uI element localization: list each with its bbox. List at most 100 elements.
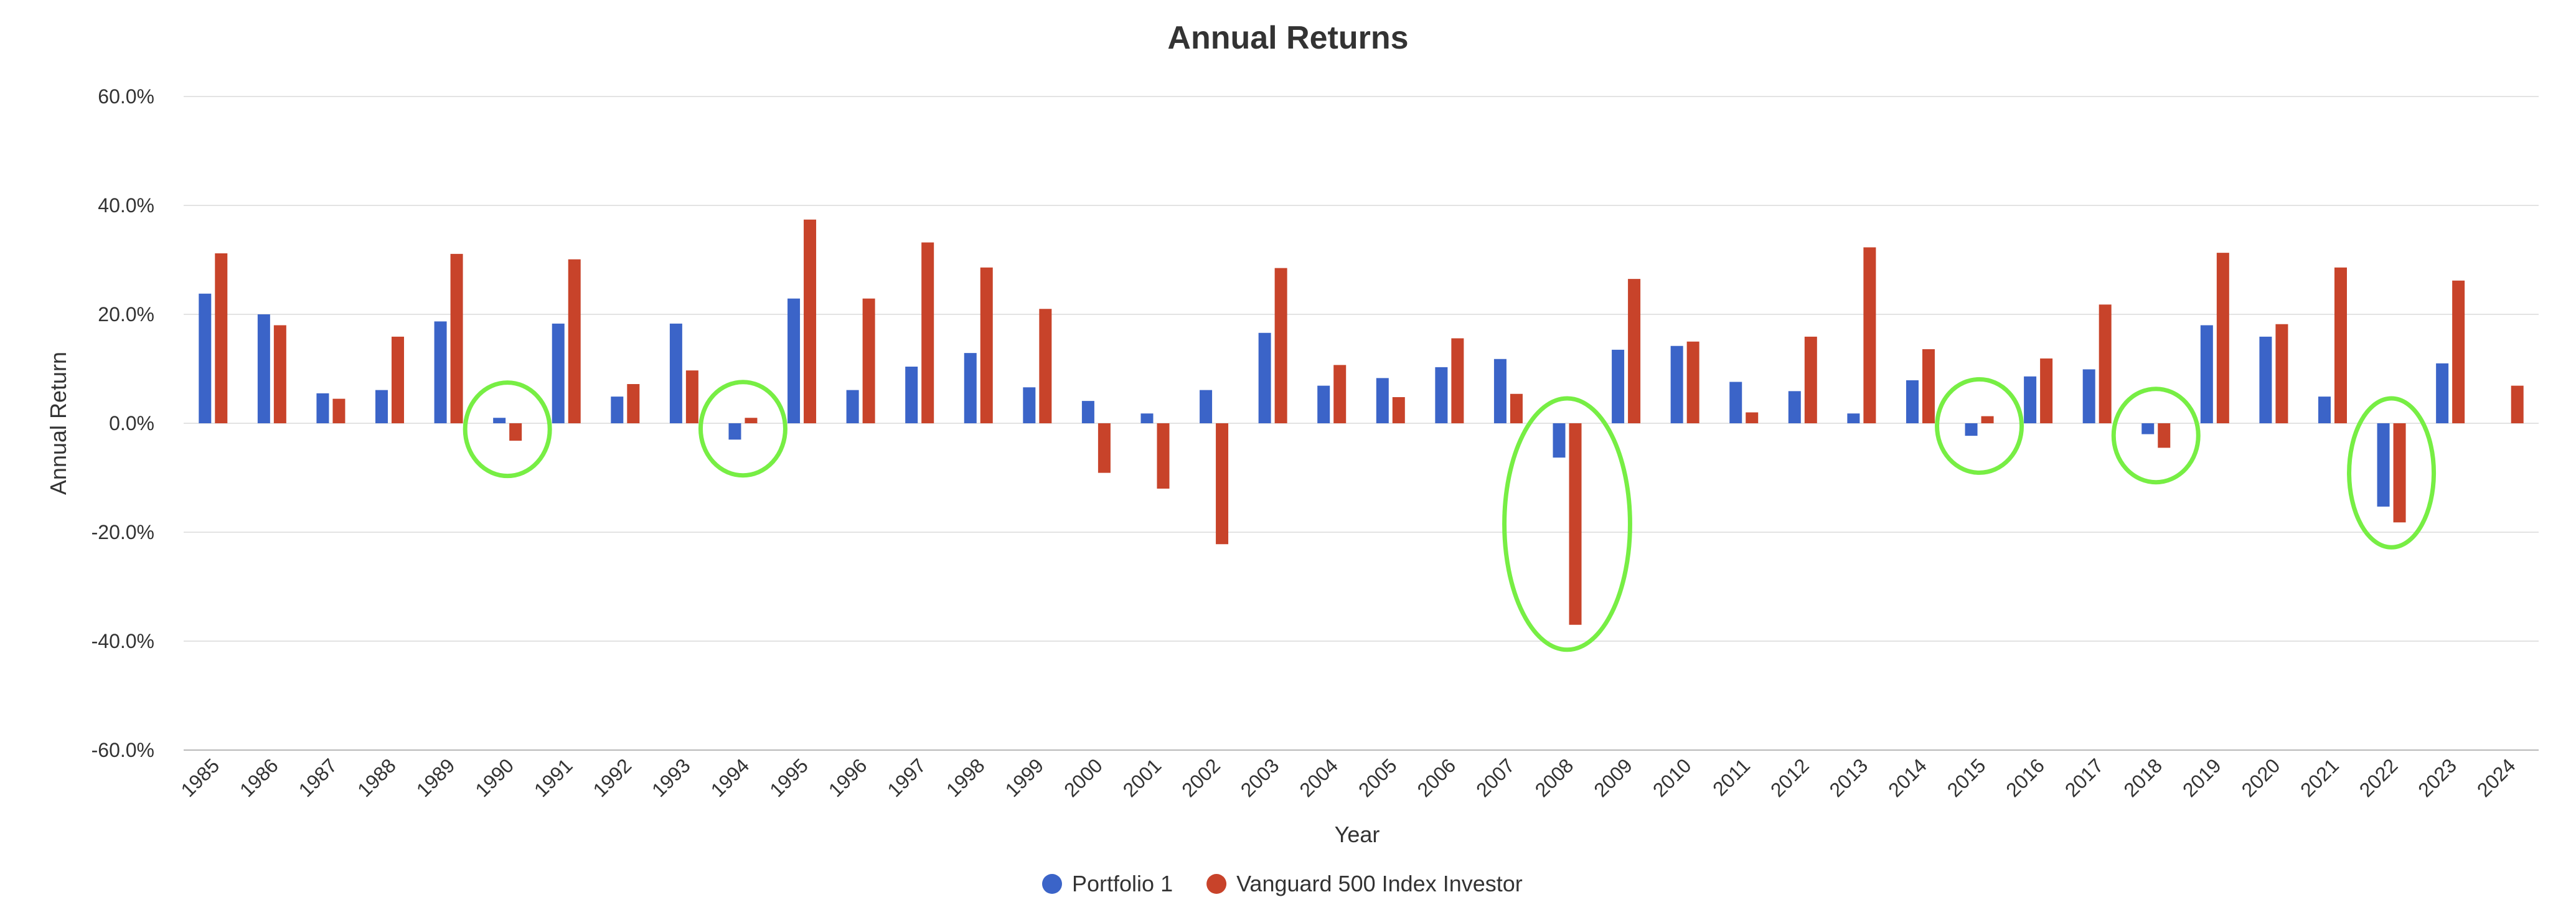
bar-portfolio-1-2006 — [1435, 367, 1448, 423]
x-tick-label: 2006 — [1413, 754, 1460, 801]
x-tick-label: 2004 — [1295, 754, 1342, 801]
bar-vanguard-500-2013 — [1863, 247, 1876, 423]
x-tick-label: 2017 — [2061, 754, 2108, 801]
bar-portfolio-1-1985 — [199, 293, 212, 423]
bar-vanguard-500-1993 — [685, 370, 698, 423]
x-tick-label: 1994 — [707, 754, 754, 801]
bar-portfolio-1-1989 — [434, 321, 447, 423]
bar-vanguard-500-2015 — [1981, 416, 1994, 423]
bar-vanguard-500-2004 — [1333, 365, 1347, 423]
x-tick-label: 1985 — [176, 754, 223, 801]
legend-marker-0 — [1042, 874, 1062, 894]
bar-portfolio-1-2005 — [1376, 378, 1389, 423]
x-tick-label: 1989 — [412, 754, 459, 801]
x-tick-label: 1998 — [942, 754, 989, 801]
x-tick-label: 2011 — [1708, 754, 1754, 800]
bar-vanguard-500-2016 — [2040, 358, 2053, 423]
x-tick-label: 1999 — [1000, 754, 1048, 801]
bar-vanguard-500-2010 — [1686, 341, 1699, 423]
bar-vanguard-500-1988 — [392, 336, 405, 423]
bar-vanguard-500-2011 — [1746, 412, 1759, 423]
x-tick-label: 1988 — [353, 754, 400, 801]
x-tick-label: 2023 — [2414, 754, 2461, 801]
x-tick-label: 2014 — [1884, 754, 1931, 801]
x-tick-label: 2001 — [1119, 754, 1166, 801]
bar-portfolio-1-2022 — [2377, 423, 2390, 507]
bar-vanguard-500-1996 — [862, 298, 875, 423]
chart-title: Annual Returns — [1167, 20, 1408, 56]
bar-portfolio-1-1986 — [257, 314, 270, 423]
bar-vanguard-500-2020 — [2275, 324, 2288, 423]
bar-portfolio-1-2009 — [1612, 349, 1625, 423]
bar-portfolio-1-1997 — [905, 367, 918, 423]
bar-vanguard-500-2019 — [2216, 253, 2229, 423]
y-tick-label: -40.0% — [92, 630, 154, 652]
bar-vanguard-500-1995 — [804, 219, 817, 423]
x-tick-label: 2024 — [2473, 754, 2520, 801]
x-tick-label: 1986 — [235, 754, 283, 801]
x-tick-label: 1995 — [765, 754, 812, 801]
bar-portfolio-1-1996 — [846, 390, 859, 423]
bar-portfolio-1-1987 — [316, 393, 329, 423]
bar-portfolio-1-2020 — [2259, 336, 2272, 423]
bar-portfolio-1-2007 — [1493, 359, 1507, 423]
x-tick-label: 2002 — [1177, 754, 1225, 801]
legend-label-0: Portfolio 1 — [1072, 871, 1173, 896]
bar-vanguard-500-1990 — [509, 423, 522, 441]
gridlines — [184, 96, 2539, 751]
bar-portfolio-1-2018 — [2141, 423, 2155, 434]
x-tick-label: 2008 — [1531, 754, 1578, 801]
bar-portfolio-1-2011 — [1729, 382, 1742, 423]
highlight-circle-1990 — [463, 380, 552, 479]
legend: Portfolio 1 Vanguard 500 Index Investor — [1042, 871, 1523, 896]
x-axis-title: Year — [1335, 822, 1380, 847]
highlight-circle-2008 — [1502, 396, 1632, 652]
bar-portfolio-1-1993 — [669, 323, 682, 423]
bar-vanguard-500-2023 — [2452, 280, 2465, 423]
bar-portfolio-1-1992 — [611, 397, 624, 423]
bar-vanguard-500-2000 — [1098, 423, 1111, 473]
bar-vanguard-500-1997 — [921, 242, 934, 423]
x-tick-label: 2012 — [1766, 754, 1813, 801]
bar-portfolio-1-1994 — [728, 423, 741, 440]
bar-portfolio-1-1999 — [1023, 387, 1036, 423]
x-tick-label: 2016 — [2001, 754, 2049, 801]
x-tick-label: 2021 — [2296, 754, 2343, 801]
bar-vanguard-500-1994 — [745, 418, 758, 423]
bar-portfolio-1-2010 — [1670, 345, 1683, 423]
x-axis-ticks: 1985 1986 1987 1988 1989 1990 1991 1992 1993 1994… — [176, 754, 2519, 801]
highlight-circle-2018 — [2111, 387, 2201, 485]
bar-portfolio-1-2021 — [2318, 397, 2331, 423]
x-tick-label: 2009 — [1589, 754, 1637, 801]
bar-vanguard-500-1985 — [215, 253, 228, 423]
bar-portfolio-1-2013 — [1847, 413, 1860, 423]
bar-vanguard-500-2014 — [1922, 349, 1935, 423]
x-tick-label: 1993 — [647, 754, 695, 801]
bar-portfolio-1-1990 — [493, 418, 506, 423]
x-tick-label: 2015 — [1943, 754, 1990, 801]
bar-vanguard-500-2006 — [1451, 338, 1464, 423]
bar-vanguard-500-2009 — [1628, 279, 1641, 423]
bar-vanguard-500-2002 — [1216, 423, 1229, 545]
legend-label-1: Vanguard 500 Index Investor — [1236, 871, 1523, 896]
bar-portfolio-1-2002 — [1200, 390, 1213, 423]
y-tick-label: 20.0% — [98, 303, 154, 326]
bars — [199, 219, 2524, 625]
bar-portfolio-1-2016 — [2024, 376, 2037, 423]
bar-vanguard-500-2017 — [2099, 304, 2112, 423]
bar-portfolio-1-2012 — [1788, 391, 1801, 423]
bar-portfolio-1-2008 — [1553, 423, 1566, 458]
x-tick-label: 1990 — [471, 754, 518, 801]
bar-vanguard-500-2001 — [1157, 423, 1170, 489]
bar-vanguard-500-2024 — [2511, 385, 2524, 423]
x-tick-label: 1987 — [294, 754, 342, 801]
bar-vanguard-500-1987 — [332, 398, 346, 423]
bar-portfolio-1-2017 — [2082, 369, 2095, 423]
highlight-circle-1994 — [698, 380, 787, 478]
highlight-circle-2015 — [1935, 377, 2024, 475]
bar-portfolio-1-1991 — [552, 323, 565, 423]
bar-portfolio-1-2003 — [1258, 332, 1271, 423]
x-tick-label: 2013 — [1825, 754, 1873, 801]
bar-vanguard-500-1986 — [273, 325, 286, 423]
